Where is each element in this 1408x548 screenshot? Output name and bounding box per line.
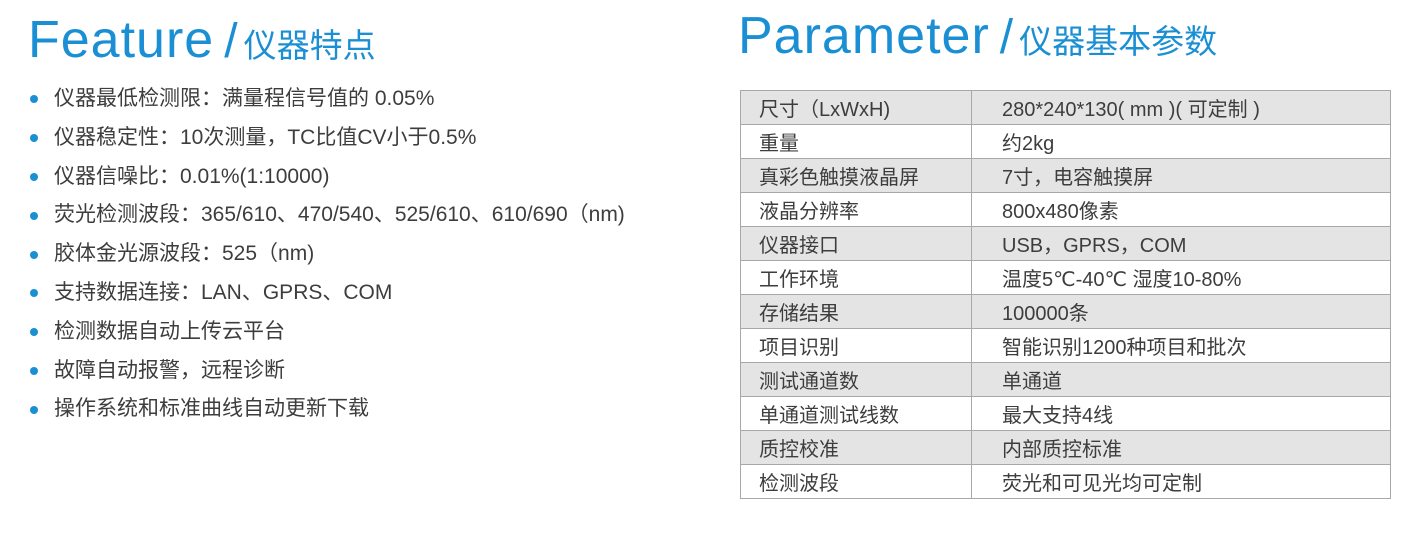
feature-item: 操作系统和标准曲线自动更新下载 (30, 390, 625, 429)
feature-item: 胶体金光源波段：525（nm) (30, 235, 625, 274)
param-value: 温度5℃-40℃ 湿度10-80% (971, 260, 1391, 295)
param-value: 800x480像素 (971, 192, 1391, 227)
feature-list: 仪器最低检测限：满量程信号值的 0.05% 仪器稳定性：10次测量，TC比值CV小… (30, 80, 625, 429)
bullet-icon (30, 211, 38, 220)
param-key: 重量 (740, 124, 972, 159)
feature-item: 仪器信噪比：0.01%(1:10000) (30, 158, 625, 197)
param-value: 100000条 (971, 294, 1391, 329)
feature-item: 仪器稳定性：10次测量，TC比值CV小于0.5% (30, 119, 625, 158)
feature-item-text: 支持数据连接：LAN、GPRS、COM (54, 280, 393, 304)
feature-item: 故障自动报警，远程诊断 (30, 352, 625, 391)
table-row: 测试通道数 单通道 (740, 362, 1391, 397)
param-key: 检测波段 (740, 464, 972, 499)
feature-item-text: 故障自动报警，远程诊断 (54, 358, 285, 382)
param-key: 存储结果 (740, 294, 972, 329)
param-value: 最大支持4线 (971, 396, 1391, 431)
param-key: 尺寸（LxWxH) (740, 90, 972, 125)
table-row: 单通道测试线数 最大支持4线 (740, 396, 1391, 431)
bullet-icon (30, 366, 38, 375)
parameter-table: 尺寸（LxWxH) 280*240*130( mm )( 可定制 ) 重量 约2kg 真… (740, 90, 1391, 499)
feature-title-zh: 仪器特点 (243, 27, 376, 64)
title-separator: / (224, 15, 238, 68)
param-value: 荧光和可见光均可定制 (971, 464, 1391, 499)
parameter-title: Parameter / 仪器基本参数 (738, 10, 1217, 62)
param-key: 测试通道数 (740, 362, 972, 397)
bullet-icon (30, 289, 38, 298)
table-row: 检测波段 荧光和可见光均可定制 (740, 464, 1391, 499)
feature-title-en: Feature (28, 11, 215, 69)
param-key: 仪器接口 (740, 226, 972, 261)
bullet-icon (30, 172, 38, 181)
feature-item-text: 仪器最低检测限：满量程信号值的 0.05% (54, 87, 435, 110)
feature-title: Feature / 仪器特点 (28, 14, 376, 66)
bullet-icon (30, 134, 38, 143)
feature-item-text: 胶体金光源波段：525（nm) (54, 242, 315, 266)
feature-item-text: 仪器稳定性：10次测量，TC比值CV小于0.5% (54, 125, 477, 149)
param-key: 项目识别 (740, 328, 972, 363)
param-key: 质控校准 (740, 430, 972, 465)
feature-item: 检测数据自动上传云平台 (30, 313, 625, 352)
bullet-icon (30, 405, 38, 414)
param-value: USB，GPRS，COM (971, 226, 1391, 261)
feature-item: 支持数据连接：LAN、GPRS、COM (30, 274, 625, 313)
table-row: 质控校准 内部质控标准 (740, 430, 1391, 465)
param-key: 液晶分辨率 (740, 192, 972, 227)
table-row: 存储结果 100000条 (740, 294, 1391, 329)
title-separator: / (999, 11, 1014, 64)
feature-item: 仪器最低检测限：满量程信号值的 0.05% (30, 80, 625, 119)
table-row: 仪器接口 USB，GPRS，COM (740, 226, 1391, 261)
table-row: 液晶分辨率 800x480像素 (740, 192, 1391, 227)
table-row: 真彩色触摸液晶屏 7寸，电容触摸屏 (740, 158, 1391, 193)
table-row: 项目识别 智能识别1200种项目和批次 (740, 328, 1391, 363)
bullet-icon (30, 250, 38, 259)
feature-item: 荧光检测波段：365/610、470/540、525/610、610/690（n… (30, 196, 625, 235)
table-row: 工作环境 温度5℃-40℃ 湿度10-80% (740, 260, 1391, 295)
table-row: 尺寸（LxWxH) 280*240*130( mm )( 可定制 ) (740, 90, 1391, 125)
param-value: 约2kg (971, 124, 1391, 159)
param-key: 工作环境 (740, 260, 972, 295)
feature-item-text: 操作系统和标准曲线自动更新下载 (54, 397, 369, 421)
param-value: 7寸，电容触摸屏 (971, 158, 1391, 193)
feature-item-text: 检测数据自动上传云平台 (54, 319, 285, 343)
param-value: 单通道 (971, 362, 1391, 397)
parameter-title-en: Parameter (738, 7, 990, 65)
feature-item-text: 仪器信噪比：0.01%(1:10000) (54, 164, 330, 188)
param-value: 内部质控标准 (971, 430, 1391, 465)
param-key: 单通道测试线数 (740, 396, 972, 431)
table-row: 重量 约2kg (740, 124, 1391, 159)
parameter-title-zh: 仪器基本参数 (1019, 23, 1218, 60)
feature-item-text: 荧光检测波段：365/610、470/540、525/610、610/690（n… (54, 203, 625, 227)
param-value: 280*240*130( mm )( 可定制 ) (971, 90, 1391, 125)
param-value: 智能识别1200种项目和批次 (971, 328, 1391, 363)
bullet-icon (30, 328, 38, 337)
param-key: 真彩色触摸液晶屏 (740, 158, 972, 193)
bullet-icon (30, 95, 38, 104)
